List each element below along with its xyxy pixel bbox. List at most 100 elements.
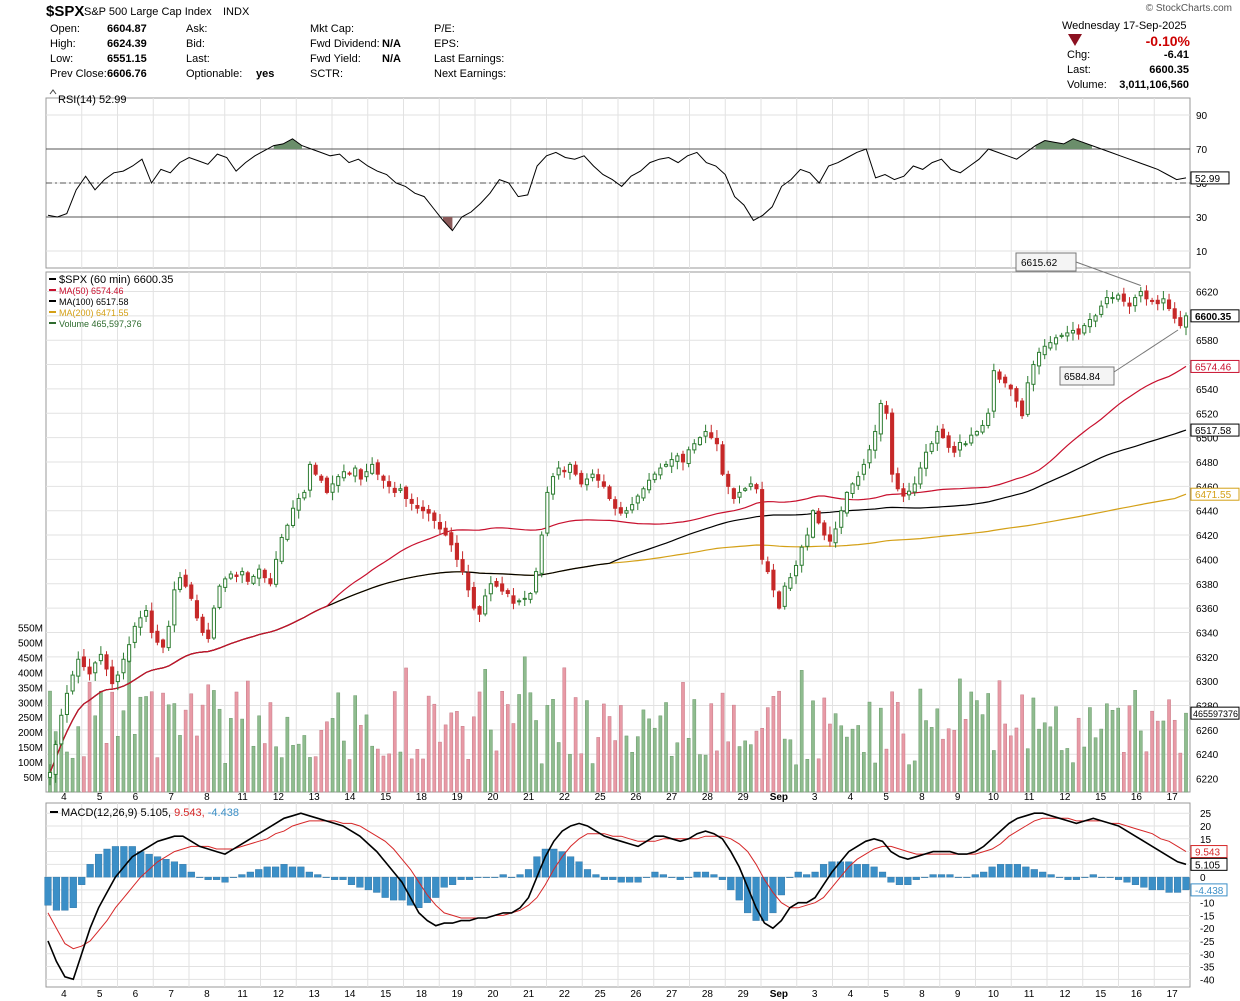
volume-bar (1105, 703, 1109, 793)
candle-body (1138, 290, 1143, 297)
candle-body (952, 446, 957, 453)
rsi-oversold-fill (443, 217, 453, 231)
macd-histogram-bar (980, 871, 988, 878)
macd-histogram-bar (668, 876, 676, 878)
quote-row: Last Earnings: (434, 52, 506, 67)
quote-row: Optionable: yes (186, 67, 274, 82)
volume-bar (415, 749, 420, 793)
candle-body (443, 527, 448, 536)
quote-row: Next Earnings: (434, 67, 506, 82)
candle-body (104, 654, 109, 670)
quote-row: Low: 6551.15 (50, 52, 300, 67)
macd-histogram-bar (735, 876, 743, 901)
candle-body (1036, 351, 1042, 367)
volume-bar (155, 757, 160, 793)
volume-bar (353, 695, 358, 793)
macd-tick-label: -40 (1200, 975, 1215, 986)
x-tick-label: 19 (452, 792, 464, 803)
candle-body (856, 476, 861, 486)
macd-histogram-bar (162, 859, 170, 878)
candle-body (726, 473, 731, 487)
candle-body (777, 591, 782, 609)
macd-histogram-bar (718, 876, 726, 880)
candle-body (279, 536, 284, 562)
volume-bar (99, 690, 103, 793)
pct-change: -0.10% (1145, 33, 1190, 49)
candle-body (217, 585, 222, 608)
x-tick-label: 11 (1024, 792, 1035, 803)
volume-bar (782, 738, 787, 793)
rsi-last-box (1190, 171, 1230, 185)
quote-label: P/E: (434, 23, 455, 35)
volume-bar (946, 728, 951, 793)
macd-tick-label: -15 (1200, 911, 1215, 922)
candle-body (307, 463, 313, 491)
candle-body (1014, 388, 1019, 402)
quote-label: Optionable: (186, 68, 243, 80)
quote-value: 6606.76 (107, 68, 147, 80)
price-tick-label: 6400 (1196, 555, 1219, 566)
x-tick-label: 28 (702, 792, 714, 803)
candle-body (940, 428, 946, 439)
volume-bar (828, 723, 832, 793)
quote-value: N/A (382, 38, 401, 50)
candle-body (138, 617, 143, 628)
volume-bar (257, 715, 261, 793)
candle-body (635, 495, 640, 504)
candle-body (647, 479, 652, 491)
x-tick-label-bottom: 26 (630, 989, 642, 1000)
volume-bar (635, 736, 640, 793)
quote-value: 6604.87 (107, 23, 147, 35)
x-tick-label: 22 (559, 792, 571, 803)
price-tick-label: 6220 (1196, 775, 1219, 786)
price-tick-label: 6340 (1196, 628, 1219, 639)
watermark: © StockCharts.com (1145, 3, 1232, 14)
last-value: 6600.35 (1149, 64, 1189, 76)
candle-body (1076, 328, 1081, 335)
macd-histogram-bar (482, 876, 490, 878)
macd-histogram-bar (1182, 876, 1190, 891)
candle-body (946, 435, 951, 448)
x-tick-label: 4 (61, 792, 67, 803)
rsi-line (47, 138, 1187, 232)
candle-body (556, 467, 561, 476)
candle-body (1121, 293, 1126, 302)
macd-histogram-bar (600, 876, 608, 880)
macd-histogram-bar (988, 866, 996, 878)
macd-histogram-bar (465, 876, 474, 880)
volume-bar (799, 670, 804, 793)
candle-body (793, 564, 799, 577)
volume-bar (347, 759, 352, 793)
candle-body (87, 666, 92, 675)
candle-body (686, 449, 691, 464)
volume-bar (686, 737, 691, 793)
volume-bar (466, 759, 471, 793)
candle-body (867, 449, 872, 464)
volume-bar (364, 714, 369, 793)
index-name: S&P 500 Large Cap Index (84, 6, 212, 18)
macd-histogram-bar (137, 851, 145, 878)
macd-line (47, 812, 1187, 981)
macd-histogram-bar (887, 876, 895, 883)
x-tick-label: 26 (630, 792, 642, 803)
macd-histogram-bar (693, 871, 701, 878)
macd-histogram-bar (592, 874, 600, 878)
volume-bar (426, 695, 431, 793)
volume-bar (325, 721, 329, 793)
macd-tick-label: -35 (1200, 963, 1215, 974)
volume-bar (381, 755, 386, 793)
volume-bar (387, 753, 391, 793)
x-tick-label-bottom: 22 (559, 989, 571, 1000)
volume-bar (907, 764, 911, 793)
volume-bar (726, 741, 731, 793)
price-last-label-box (1190, 309, 1240, 323)
volume-tick-label: 450M (18, 653, 43, 664)
volume-value: 3,011,106,560 (1119, 79, 1189, 91)
x-tick-label: 5 (97, 792, 103, 803)
volume-bar (432, 703, 437, 793)
candle-body (511, 595, 516, 604)
ma100-legend: MA(100) 6517.58 (59, 297, 129, 307)
volume-bar (969, 691, 974, 793)
volume-bar (556, 742, 561, 793)
macd-histogram-bar (331, 876, 339, 880)
